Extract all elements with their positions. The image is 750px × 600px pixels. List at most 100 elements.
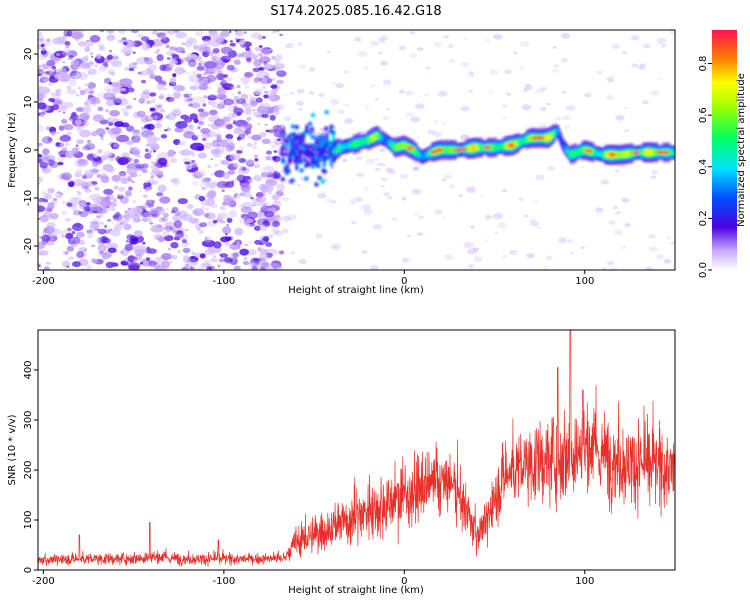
noise-blob xyxy=(182,70,187,73)
ridge-clutter xyxy=(292,151,297,156)
noise-blob xyxy=(145,212,154,218)
noise-blob xyxy=(201,178,208,184)
noise-blob xyxy=(648,246,658,252)
noise-blob xyxy=(402,198,407,201)
noise-blob xyxy=(670,241,675,245)
noise-blob xyxy=(223,39,228,44)
noise-blob xyxy=(214,170,226,178)
noise-blob xyxy=(238,158,246,163)
noise-blob xyxy=(174,232,184,239)
noise-blob xyxy=(631,63,639,68)
noise-blob xyxy=(228,236,234,241)
noise-blob xyxy=(38,182,41,185)
noise-blob xyxy=(265,156,272,161)
noise-blob xyxy=(502,117,507,120)
noise-blob xyxy=(180,50,186,54)
noise-blob xyxy=(208,115,221,123)
ridge-clutter xyxy=(321,168,326,173)
noise-blob xyxy=(186,264,189,267)
noise-blob xyxy=(441,216,445,219)
noise-blob xyxy=(209,109,218,115)
noise-blob xyxy=(142,132,145,135)
noise-blob xyxy=(103,188,114,195)
noise-blob xyxy=(92,114,104,122)
noise-blob xyxy=(150,91,153,94)
noise-blob xyxy=(117,157,129,166)
noise-blob xyxy=(167,30,175,35)
noise-blob xyxy=(195,80,205,87)
noise-blob xyxy=(41,110,47,115)
noise-blob xyxy=(215,249,220,253)
ridge-clutter xyxy=(303,163,309,168)
noise-blob xyxy=(202,137,207,141)
noise-blob xyxy=(289,91,296,96)
y-tick-label: 0 xyxy=(23,567,34,573)
noise-blob xyxy=(145,199,155,206)
noise-blob xyxy=(124,190,132,197)
noise-blob xyxy=(427,130,436,135)
noise-blob xyxy=(552,46,557,49)
noise-blob xyxy=(93,197,103,205)
noise-blob xyxy=(107,68,115,75)
noise-blob xyxy=(266,150,272,155)
noise-blob xyxy=(39,250,49,256)
noise-blob xyxy=(554,116,562,121)
noise-blob xyxy=(185,242,190,246)
noise-blob xyxy=(187,98,193,101)
noise-blob xyxy=(655,254,665,260)
noise-blob xyxy=(111,174,121,182)
noise-blob xyxy=(48,214,52,218)
noise-blob xyxy=(182,255,191,263)
noise-blob xyxy=(62,250,69,255)
noise-blob xyxy=(44,226,55,234)
noise-blob xyxy=(509,249,518,256)
noise-blob xyxy=(344,118,354,124)
noise-blob xyxy=(356,172,363,177)
noise-blob xyxy=(275,104,285,110)
noise-blob xyxy=(38,241,46,250)
noise-blob xyxy=(82,145,91,151)
noise-blob xyxy=(157,184,167,193)
noise-blob xyxy=(145,148,149,152)
noise-blob xyxy=(163,87,168,91)
noise-blob xyxy=(87,66,91,70)
ridge-clutter xyxy=(332,143,338,148)
noise-blob xyxy=(564,125,570,130)
noise-blob xyxy=(72,261,81,268)
noise-blob xyxy=(60,210,67,215)
noise-blob xyxy=(150,164,155,169)
noise-blob xyxy=(38,262,41,265)
noise-blob xyxy=(54,50,67,59)
noise-blob xyxy=(89,35,101,43)
noise-blob xyxy=(379,148,386,152)
noise-blob xyxy=(331,200,337,204)
noise-blob xyxy=(190,142,205,151)
noise-blob xyxy=(383,192,391,197)
noise-blob xyxy=(467,248,477,255)
noise-blob xyxy=(473,256,483,263)
noise-blob xyxy=(409,31,416,35)
noise-blob xyxy=(168,64,173,68)
noise-blob xyxy=(87,82,97,89)
noise-blob xyxy=(41,238,49,245)
noise-blob xyxy=(208,109,219,117)
noise-blob xyxy=(234,192,238,196)
noise-blob xyxy=(268,191,272,195)
noise-blob xyxy=(561,90,567,94)
noise-blob xyxy=(449,184,456,188)
ridge-clutter xyxy=(287,152,292,158)
x-tick-label: -200 xyxy=(32,276,55,287)
noise-blob xyxy=(296,100,304,106)
noise-blob xyxy=(47,81,53,87)
noise-blob xyxy=(264,210,275,218)
noise-blob xyxy=(244,129,252,135)
noise-blob xyxy=(253,58,262,67)
noise-blob xyxy=(613,229,623,235)
noise-blob xyxy=(526,253,535,259)
noise-blob xyxy=(247,211,258,219)
noise-blob xyxy=(74,119,82,127)
ridge-clutter xyxy=(280,157,286,162)
noise-blob xyxy=(290,251,296,255)
noise-blob xyxy=(228,209,238,218)
noise-blob xyxy=(226,224,229,227)
